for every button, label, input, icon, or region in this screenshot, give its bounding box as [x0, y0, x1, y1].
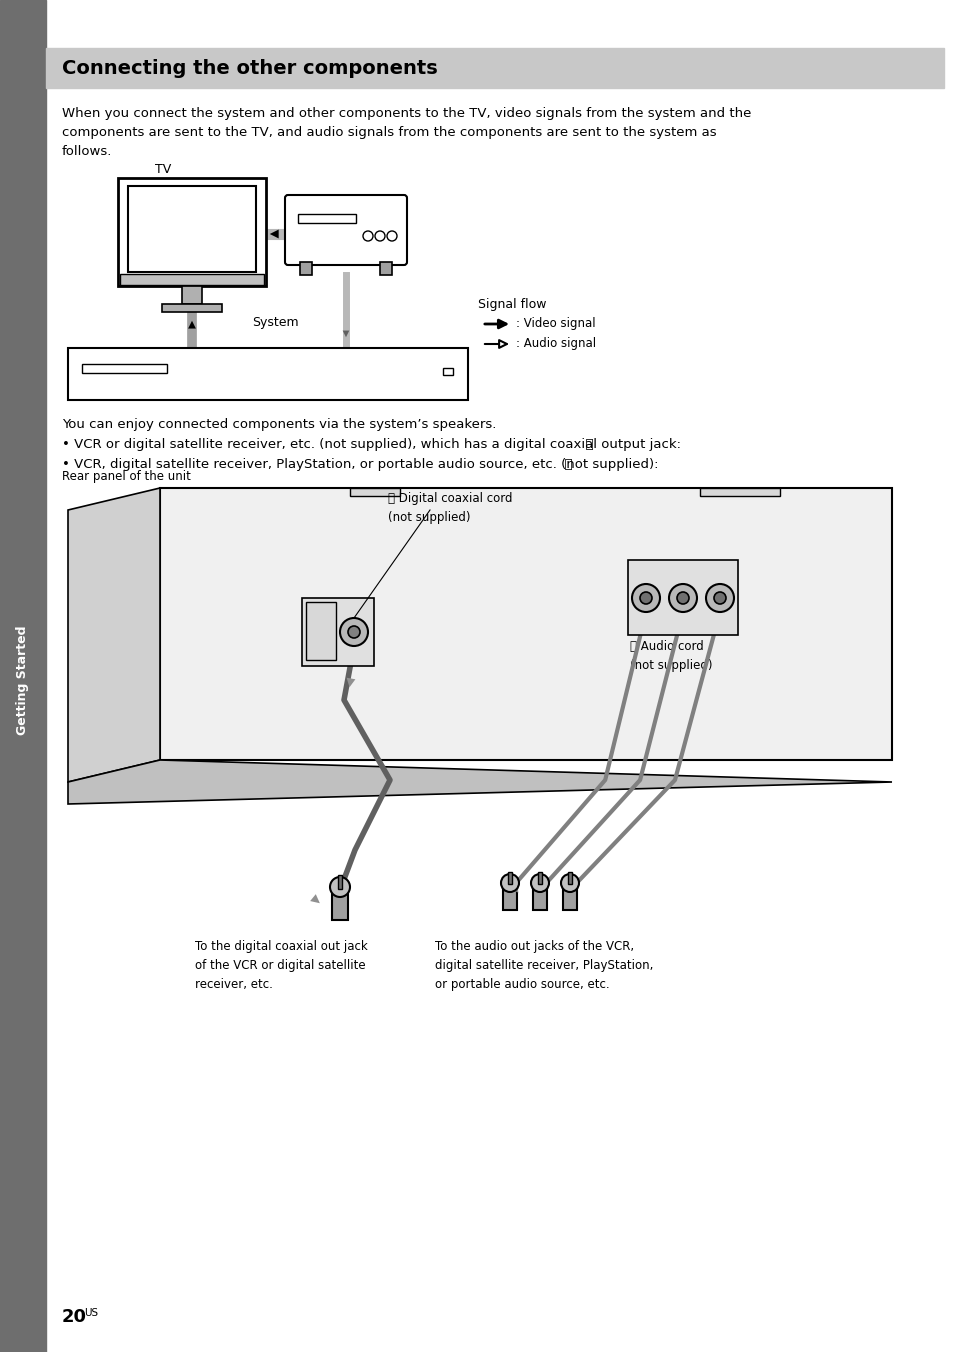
Text: ⓓ: ⓓ [580, 438, 594, 452]
Bar [68, 347, 468, 400]
Text: Signal flow: Signal flow [477, 297, 546, 311]
Bar [120, 274, 264, 285]
Bar [297, 214, 355, 223]
Circle shape [330, 877, 350, 896]
Bar [182, 287, 202, 304]
Bar [567, 872, 572, 884]
Bar [82, 364, 167, 373]
Circle shape [531, 873, 548, 892]
Bar [128, 187, 255, 272]
Polygon shape [68, 760, 891, 804]
Text: ⓓ Digital coaxial cord
(not supplied): ⓓ Digital coaxial cord (not supplied) [388, 492, 512, 525]
Circle shape [339, 618, 368, 646]
Bar [0, 0, 46, 1352]
Bar [442, 368, 453, 375]
Text: : Video signal: : Video signal [516, 318, 595, 330]
Circle shape [375, 231, 385, 241]
Circle shape [668, 584, 697, 612]
FancyBboxPatch shape [285, 195, 407, 265]
Circle shape [387, 231, 396, 241]
Text: ⓔ: ⓔ [559, 458, 572, 470]
Bar [627, 560, 738, 635]
Bar [379, 262, 392, 274]
Circle shape [631, 584, 659, 612]
Bar [332, 890, 348, 919]
Bar [700, 488, 780, 496]
Circle shape [560, 873, 578, 892]
Text: You can enjoy connected components via the system’s speakers.: You can enjoy connected components via t… [62, 418, 496, 431]
Text: Getting Started: Getting Started [16, 625, 30, 734]
Circle shape [705, 584, 733, 612]
Text: Rear panel of the unit: Rear panel of the unit [62, 470, 191, 483]
Text: : Audio signal: : Audio signal [516, 338, 596, 350]
Text: TV: TV [154, 164, 172, 176]
Text: ⓔ Audio cord
(not supplied): ⓔ Audio cord (not supplied) [629, 639, 712, 672]
Text: • VCR or digital satellite receiver, etc. (not supplied), which has a digital co: • VCR or digital satellite receiver, etc… [62, 438, 680, 452]
Circle shape [639, 592, 651, 604]
Text: • VCR, digital satellite receiver, PlayStation, or portable audio source, etc. (: • VCR, digital satellite receiver, PlayS… [62, 458, 658, 470]
Bar [350, 488, 399, 496]
Bar [502, 886, 517, 910]
Circle shape [348, 626, 359, 638]
Bar [118, 178, 266, 287]
Circle shape [677, 592, 688, 604]
Bar [46, 49, 943, 88]
Polygon shape [68, 488, 160, 781]
Circle shape [363, 231, 373, 241]
Bar [162, 304, 222, 312]
Text: System: System [252, 316, 298, 329]
Bar [533, 886, 546, 910]
Polygon shape [160, 488, 891, 760]
Bar [306, 602, 335, 660]
Text: 20: 20 [62, 1307, 87, 1326]
Bar [537, 872, 541, 884]
Bar [562, 886, 577, 910]
Text: To the audio out jacks of the VCR,
digital satellite receiver, PlayStation,
or p: To the audio out jacks of the VCR, digit… [435, 940, 653, 991]
Bar [302, 598, 374, 667]
Text: Connecting the other components: Connecting the other components [62, 58, 437, 77]
Bar [299, 262, 312, 274]
Bar [507, 872, 512, 884]
Bar [337, 875, 341, 890]
Text: When you connect the system and other components to the TV, video signals from t: When you connect the system and other co… [62, 107, 751, 158]
Text: To the digital coaxial out jack
of the VCR or digital satellite
receiver, etc.: To the digital coaxial out jack of the V… [194, 940, 367, 991]
Text: US: US [84, 1307, 98, 1318]
Circle shape [500, 873, 518, 892]
Circle shape [713, 592, 725, 604]
